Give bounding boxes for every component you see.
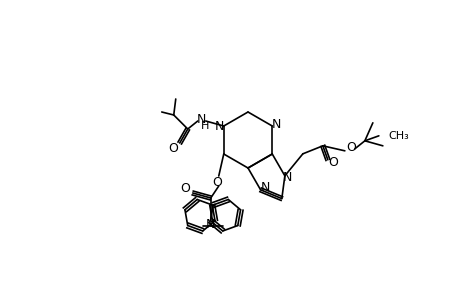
Text: N: N <box>206 218 215 230</box>
Text: N: N <box>271 118 280 130</box>
Text: O: O <box>211 176 221 190</box>
Text: O: O <box>327 156 337 169</box>
Text: O: O <box>345 141 355 154</box>
Text: O: O <box>179 182 189 196</box>
Text: N: N <box>196 112 206 125</box>
Text: N: N <box>260 181 270 194</box>
Text: N: N <box>215 119 224 133</box>
Text: H: H <box>200 121 208 131</box>
Text: N: N <box>283 171 292 184</box>
Text: O: O <box>168 142 177 154</box>
Text: CH₃: CH₃ <box>388 131 409 141</box>
